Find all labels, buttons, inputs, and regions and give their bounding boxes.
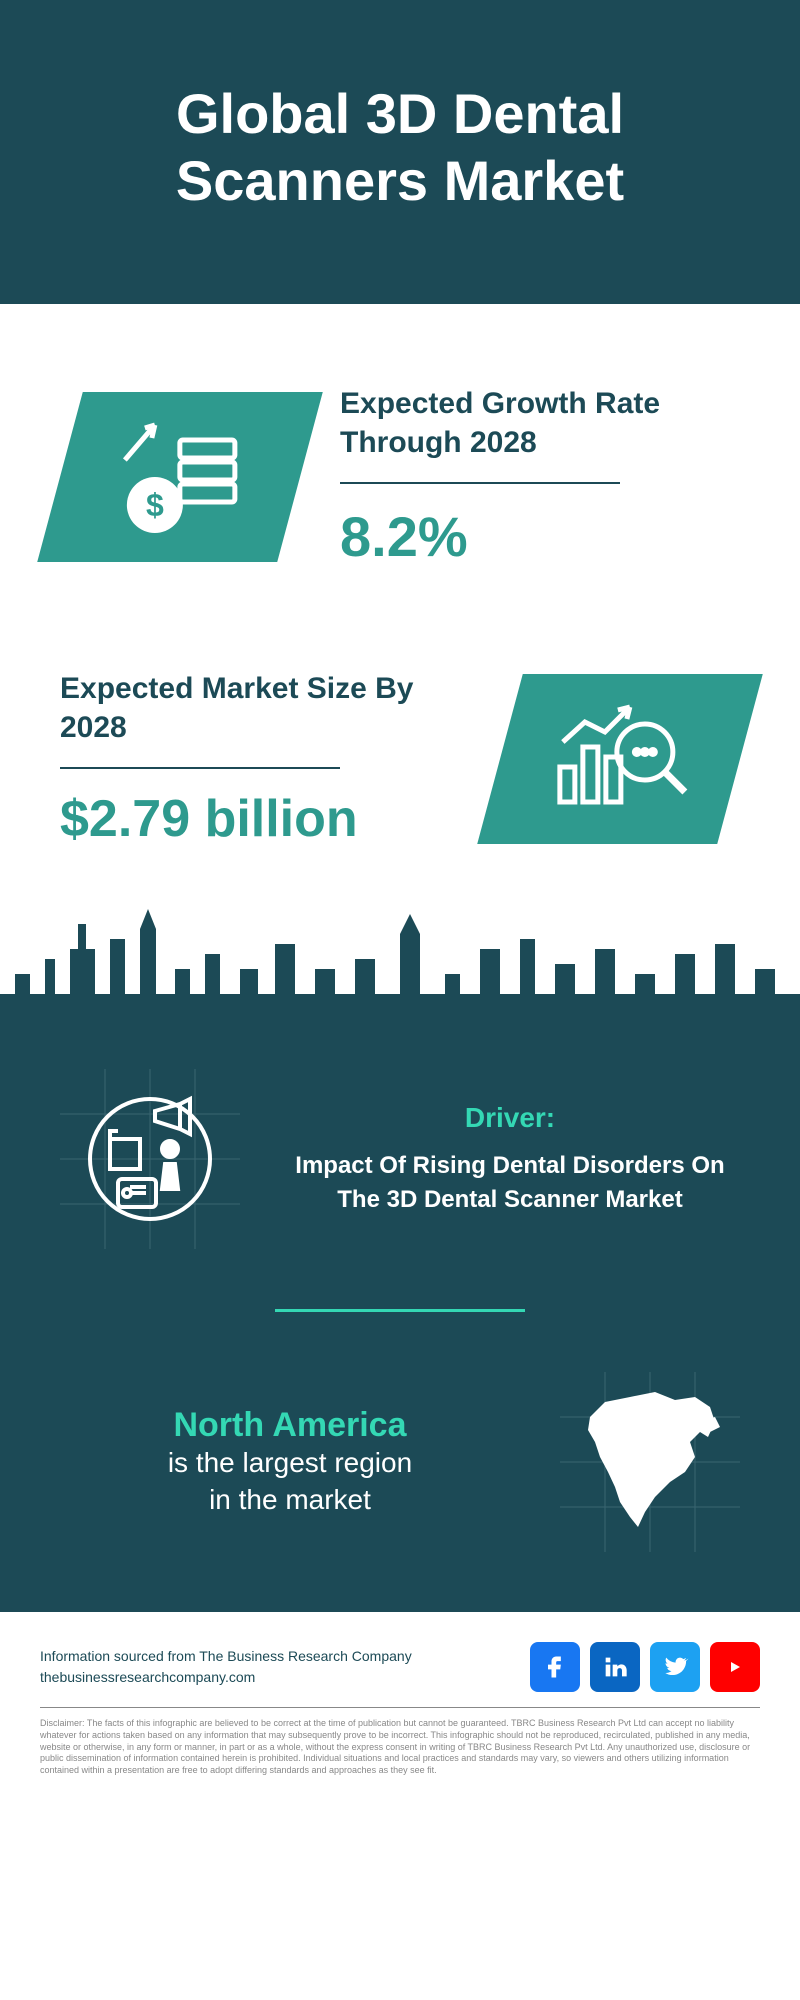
page-title: Global 3D Dental Scanners Market: [60, 80, 740, 214]
growth-label: Expected Growth Rate Through 2028: [340, 384, 740, 462]
accent-divider: [275, 1309, 525, 1312]
money-growth-icon: $: [110, 409, 250, 544]
driver-description: Impact Of Rising Dental Disorders On The…: [280, 1149, 740, 1216]
marketing-icon: [60, 1069, 240, 1249]
market-size-value: $2.79 billion: [60, 789, 460, 849]
region-icon-box: [560, 1372, 740, 1552]
dark-info-section: Driver: Impact Of Rising Dental Disorder…: [0, 1039, 800, 1612]
market-size-stat: Expected Market Size By 2028 $2.79 billi…: [0, 619, 800, 899]
spacer: [0, 304, 800, 334]
region-row: North America is the largest region in t…: [60, 1372, 740, 1552]
source-line-1: Information sourced from The Business Re…: [40, 1646, 412, 1667]
svg-text:$: $: [146, 486, 164, 522]
social-icons: [530, 1642, 760, 1692]
facebook-icon[interactable]: [530, 1642, 580, 1692]
source-line-2: thebusinessresearchcompany.com: [40, 1667, 412, 1688]
market-size-text: Expected Market Size By 2028 $2.79 billi…: [60, 669, 460, 849]
growth-value: 8.2%: [340, 504, 740, 569]
driver-icon-box: [60, 1069, 240, 1249]
divider: [340, 482, 620, 484]
footer-section: Information sourced from The Business Re…: [0, 1612, 800, 1796]
driver-text: Driver: Impact Of Rising Dental Disorder…: [280, 1102, 740, 1216]
linkedin-icon[interactable]: [590, 1642, 640, 1692]
disclaimer-text: Disclaimer: The facts of this infographi…: [40, 1718, 760, 1776]
header-section: Global 3D Dental Scanners Market: [0, 0, 800, 304]
twitter-icon[interactable]: [650, 1642, 700, 1692]
chart-analysis-icon: [545, 692, 695, 827]
driver-label: Driver:: [280, 1102, 740, 1134]
north-america-map-icon: [560, 1372, 740, 1552]
market-size-label: Expected Market Size By 2028: [60, 669, 460, 747]
growth-rate-stat: $ Expected Growth Rate Through 2028 8.2%: [0, 334, 800, 619]
region-desc-2: in the market: [60, 1482, 520, 1518]
driver-row: Driver: Impact Of Rising Dental Disorder…: [60, 1069, 740, 1249]
footer-top: Information sourced from The Business Re…: [40, 1642, 760, 1692]
skyline-silhouette: [0, 899, 800, 1039]
growth-icon-box: $: [37, 392, 323, 562]
region-text: North America is the largest region in t…: [60, 1406, 520, 1518]
region-name: North America: [60, 1406, 520, 1445]
chart-icon-box: [477, 674, 763, 844]
region-desc-1: is the largest region: [60, 1445, 520, 1481]
divider: [60, 767, 340, 769]
youtube-icon[interactable]: [710, 1642, 760, 1692]
growth-text: Expected Growth Rate Through 2028 8.2%: [340, 384, 740, 569]
source-text: Information sourced from The Business Re…: [40, 1646, 412, 1688]
footer-divider: [40, 1707, 760, 1708]
